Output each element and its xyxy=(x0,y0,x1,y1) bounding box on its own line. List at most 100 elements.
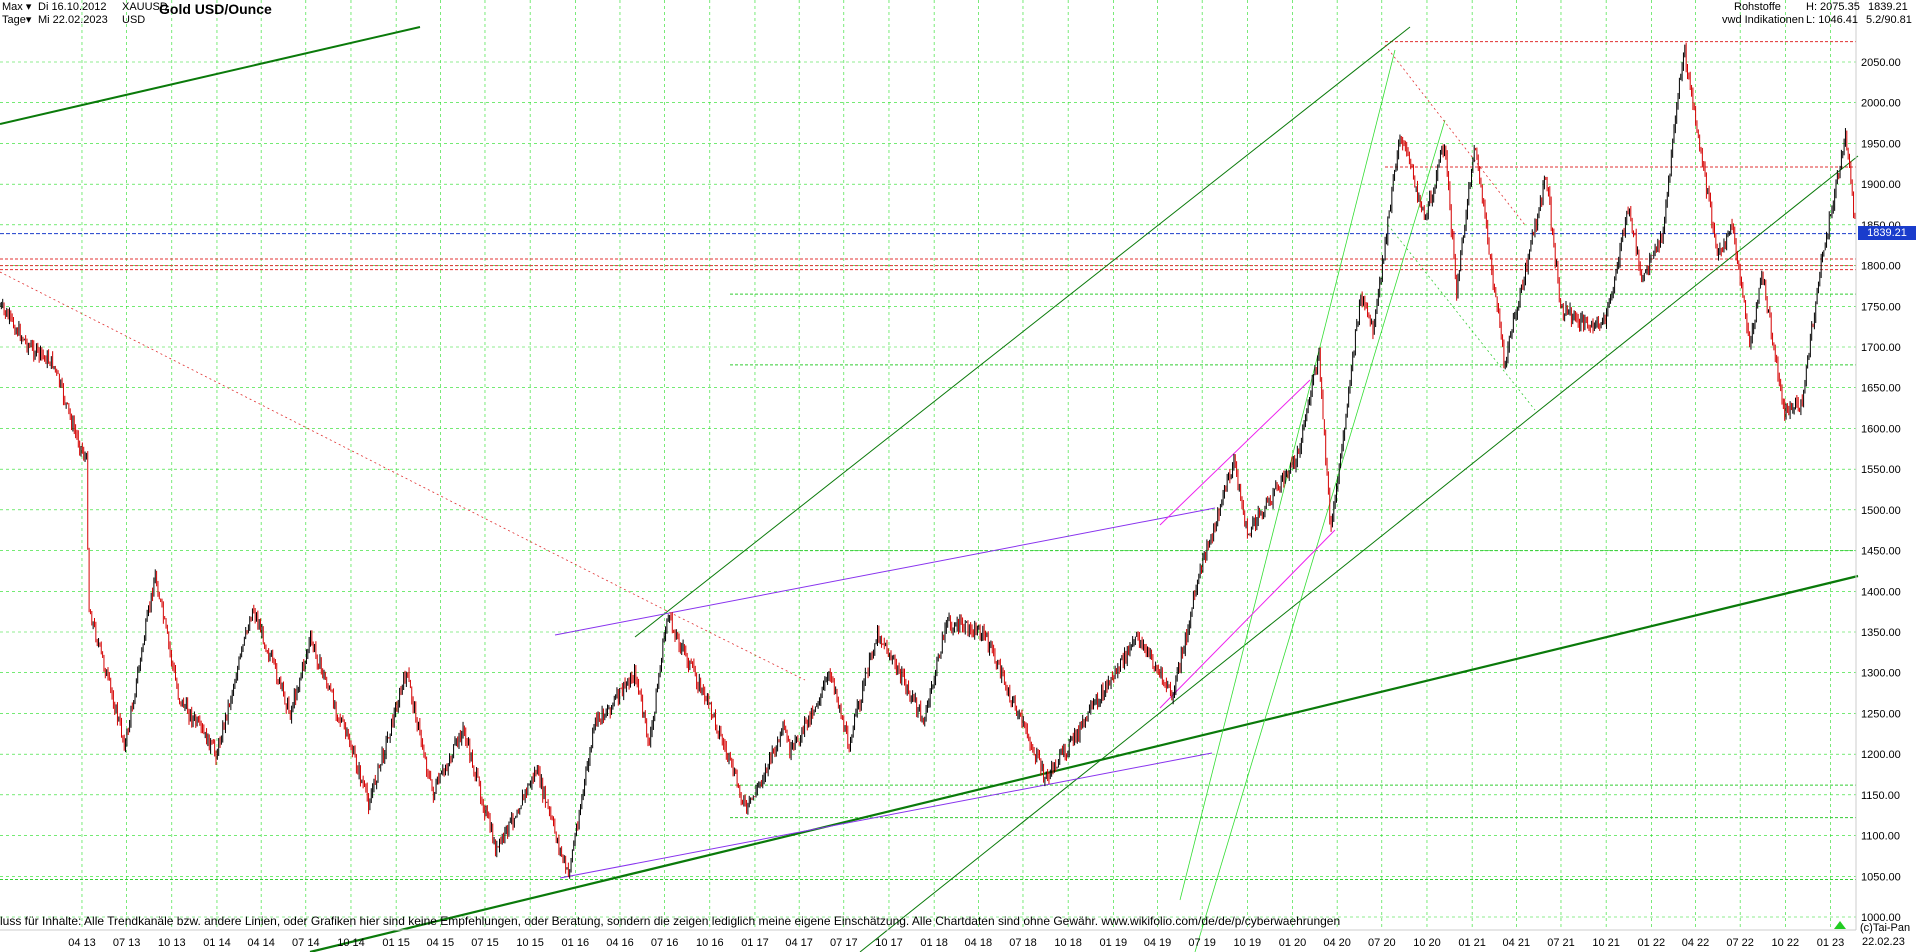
copyright-label: (c)Tai-Pan xyxy=(1860,922,1911,934)
y-tick-label: 2050.00 xyxy=(1861,57,1901,69)
green-trendline-channel-2016 xyxy=(634,26,1411,638)
last-value: 1839.21 xyxy=(1868,1,1908,13)
x-tick-label: 01 18 xyxy=(920,937,948,949)
y-tick-label: 1350.00 xyxy=(1861,627,1901,639)
high-label: H: 2075.35 xyxy=(1806,1,1860,13)
start-date: Di 16.10.2012 xyxy=(38,1,107,13)
interval-label: Tage xyxy=(2,14,26,26)
x-tick-label: 07 15 xyxy=(471,937,499,949)
x-tick-label: 04 22 xyxy=(1682,937,1710,949)
x-tick-labels: 04 13 07 13 10 13 01 14 04 14 07 14 10 14 01 15… xyxy=(68,937,1844,949)
red-dotted-diagonal-2012 xyxy=(0,271,666,611)
x-tick-label: 10 22 xyxy=(1772,937,1800,949)
y-tick-label: 1600.00 xyxy=(1861,423,1901,435)
green-trendline-2018-2022 xyxy=(859,155,1859,952)
range-label: Max xyxy=(2,1,23,13)
x-tick-label: 10 21 xyxy=(1592,937,1620,949)
x-tick-label: 10 13 xyxy=(158,937,186,949)
x-tick-label: 04 19 xyxy=(1144,937,1172,949)
symbol: XAUUSD xyxy=(122,1,168,13)
red-dotted-diagonal-2020 xyxy=(1384,44,1526,226)
y-tick-label: 1150.00 xyxy=(1861,790,1900,802)
x-tick-label: 04 14 xyxy=(247,937,275,949)
x-tick-label: 07 17 xyxy=(830,937,858,949)
y-tick-label: 1450.00 xyxy=(1861,546,1901,558)
x-tick-label: 04 20 xyxy=(1323,937,1351,949)
y-tick-label: 1000.00 xyxy=(1861,912,1901,924)
x-tick-label: 01 23 xyxy=(1817,937,1845,949)
x-tick-label: 04 13 xyxy=(68,937,96,949)
timeline-marker-icon xyxy=(1834,921,1846,929)
y-tick-label: 1800.00 xyxy=(1861,261,1901,273)
x-tick-label: 07 14 xyxy=(292,937,320,949)
y-tick-label: 1400.00 xyxy=(1861,586,1901,598)
green-dotted-diagonal-2020 xyxy=(1387,224,1536,411)
trend-lines xyxy=(0,26,1859,952)
category-label: Rohstoffe xyxy=(1734,1,1781,13)
x-tick-label: 07 21 xyxy=(1547,937,1575,949)
interval-dropdown[interactable]: Tage▾ xyxy=(2,14,31,27)
x-tick-label: 04 21 xyxy=(1503,937,1531,949)
x-tick-label: 07 16 xyxy=(651,937,679,949)
grid xyxy=(0,0,1856,930)
x-tick-label: 04 17 xyxy=(785,937,813,949)
axes xyxy=(0,0,1857,931)
green-trendline-upper-left xyxy=(0,26,421,125)
x-tick-label: 10 19 xyxy=(1234,937,1262,949)
x-tick-label: 10 16 xyxy=(696,937,724,949)
y-tick-label: 1050.00 xyxy=(1861,871,1901,883)
x-tick-label: 01 21 xyxy=(1458,937,1486,949)
y-tick-label: 1650.00 xyxy=(1861,383,1901,395)
y-tick-label: 1250.00 xyxy=(1861,708,1901,720)
disclaimer-text: luss für Inhalte: Alle Trendkanäle bzw. … xyxy=(0,914,1341,928)
red-dotted-diagonal-2016 xyxy=(664,609,806,681)
x-tick-label: 04 18 xyxy=(965,937,993,949)
horizontal-levels xyxy=(0,41,1856,881)
y-tick-label: 1100.00 xyxy=(1861,831,1900,843)
range-dropdown[interactable]: Max ▾ xyxy=(2,1,31,14)
candles xyxy=(0,42,1856,879)
purple-line-upper xyxy=(554,507,1216,636)
y-tick-label: 1950.00 xyxy=(1861,138,1901,150)
axis-end-date: 22.02.23 xyxy=(1862,936,1905,948)
y-tick-label: 1900.00 xyxy=(1861,179,1901,191)
low-label: L: 1046.41 xyxy=(1806,14,1858,26)
chevron-down-icon: ▾ xyxy=(25,1,32,13)
y-tick-label: 1500.00 xyxy=(1861,505,1901,517)
y-tick-label: 1750.00 xyxy=(1861,301,1901,313)
green-trendline-long-support xyxy=(309,574,1859,952)
x-tick-label: 01 17 xyxy=(741,937,769,949)
x-tick-label: 10 20 xyxy=(1413,937,1441,949)
magenta-line-upper xyxy=(1159,379,1311,526)
chevron-down-icon: ▾ xyxy=(25,14,32,26)
x-tick-label: 07 18 xyxy=(1009,937,1037,949)
x-tick-label: 07 22 xyxy=(1726,937,1754,949)
x-tick-label: 10 14 xyxy=(337,937,365,949)
x-tick-label: 10 17 xyxy=(875,937,903,949)
x-tick-label: 01 22 xyxy=(1638,937,1666,949)
x-tick-label: 10 18 xyxy=(1054,937,1082,949)
y-tick-label: 1550.00 xyxy=(1861,464,1901,476)
magenta-line-lower xyxy=(1159,529,1336,709)
x-tick-label: 10 15 xyxy=(516,937,544,949)
y-tick-label: 2000.00 xyxy=(1861,98,1901,110)
x-tick-label: 07 20 xyxy=(1368,937,1396,949)
x-tick-label: 01 16 xyxy=(562,937,590,949)
currency: USD xyxy=(122,14,146,26)
end-date: Mi 22.02.2023 xyxy=(38,14,108,26)
x-tick-label: 04 15 xyxy=(427,937,455,949)
x-tick-label: 01 14 xyxy=(203,937,231,949)
y-tick-label: 1200.00 xyxy=(1861,749,1901,761)
y-tick-label: 1300.00 xyxy=(1861,668,1901,680)
y-tick-label: 1700.00 xyxy=(1861,342,1901,354)
purple-line-lower xyxy=(559,752,1213,879)
x-tick-label: 01 19 xyxy=(1100,937,1128,949)
light-green-steep-line-2 xyxy=(1194,119,1446,952)
current-price-tag: 1839.21 xyxy=(1858,226,1916,240)
x-tick-label: 07 13 xyxy=(113,937,141,949)
chart-title: Gold USD/Ounce xyxy=(159,1,272,17)
x-tick-label: 04 16 xyxy=(606,937,634,949)
ratio-value: 5.2/90.81 xyxy=(1866,14,1912,26)
